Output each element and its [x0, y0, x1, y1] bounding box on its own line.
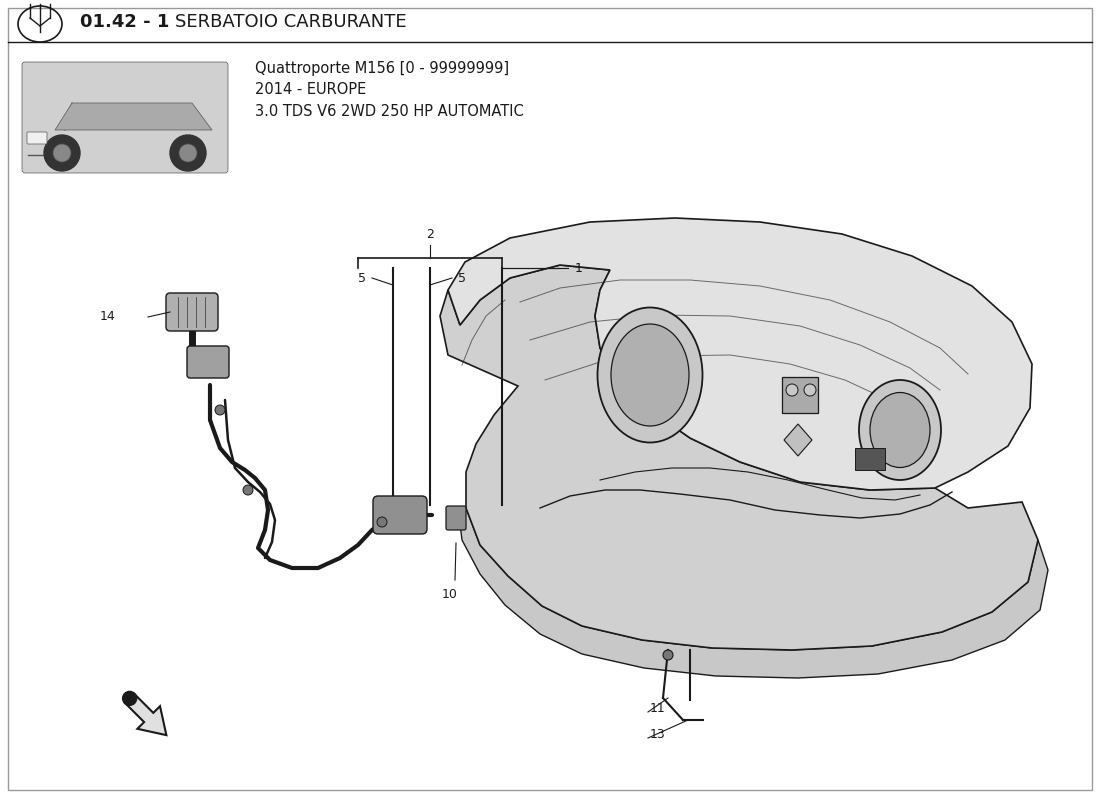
Polygon shape: [440, 265, 1038, 650]
Ellipse shape: [859, 380, 940, 480]
Text: 5: 5: [358, 271, 366, 285]
Polygon shape: [458, 508, 1048, 678]
Circle shape: [804, 384, 816, 396]
Text: 11: 11: [650, 702, 666, 714]
Circle shape: [786, 384, 798, 396]
Bar: [855, 448, 886, 470]
Polygon shape: [55, 103, 212, 130]
FancyBboxPatch shape: [446, 506, 466, 530]
FancyBboxPatch shape: [22, 62, 228, 173]
Text: 2014 - EUROPE: 2014 - EUROPE: [255, 82, 366, 98]
FancyBboxPatch shape: [373, 496, 427, 534]
Polygon shape: [784, 424, 812, 456]
Ellipse shape: [870, 393, 930, 467]
FancyBboxPatch shape: [187, 346, 229, 378]
Polygon shape: [448, 218, 1032, 490]
Text: Quattroporte M156 [0 - 99999999]: Quattroporte M156 [0 - 99999999]: [255, 61, 509, 75]
FancyBboxPatch shape: [28, 132, 47, 144]
Text: 2: 2: [426, 229, 433, 242]
Ellipse shape: [597, 307, 703, 442]
Text: 5: 5: [458, 271, 466, 285]
Text: 1: 1: [575, 262, 583, 274]
Circle shape: [122, 691, 136, 706]
Text: 13: 13: [650, 729, 666, 742]
Text: 3.0 TDS V6 2WD 250 HP AUTOMATIC: 3.0 TDS V6 2WD 250 HP AUTOMATIC: [255, 105, 524, 119]
Bar: [782, 377, 818, 413]
Circle shape: [179, 144, 197, 162]
Circle shape: [663, 650, 673, 660]
Circle shape: [377, 517, 387, 527]
Circle shape: [44, 135, 80, 171]
Ellipse shape: [610, 324, 689, 426]
Text: 14: 14: [100, 310, 116, 323]
Circle shape: [170, 135, 206, 171]
Text: 01.42 - 1: 01.42 - 1: [80, 13, 169, 31]
Circle shape: [214, 405, 225, 415]
FancyBboxPatch shape: [166, 293, 218, 331]
FancyArrow shape: [125, 694, 166, 735]
Circle shape: [243, 485, 253, 495]
Circle shape: [53, 144, 72, 162]
Text: 10: 10: [442, 589, 458, 602]
Text: SERBATOIO CARBURANTE: SERBATOIO CARBURANTE: [175, 13, 407, 31]
